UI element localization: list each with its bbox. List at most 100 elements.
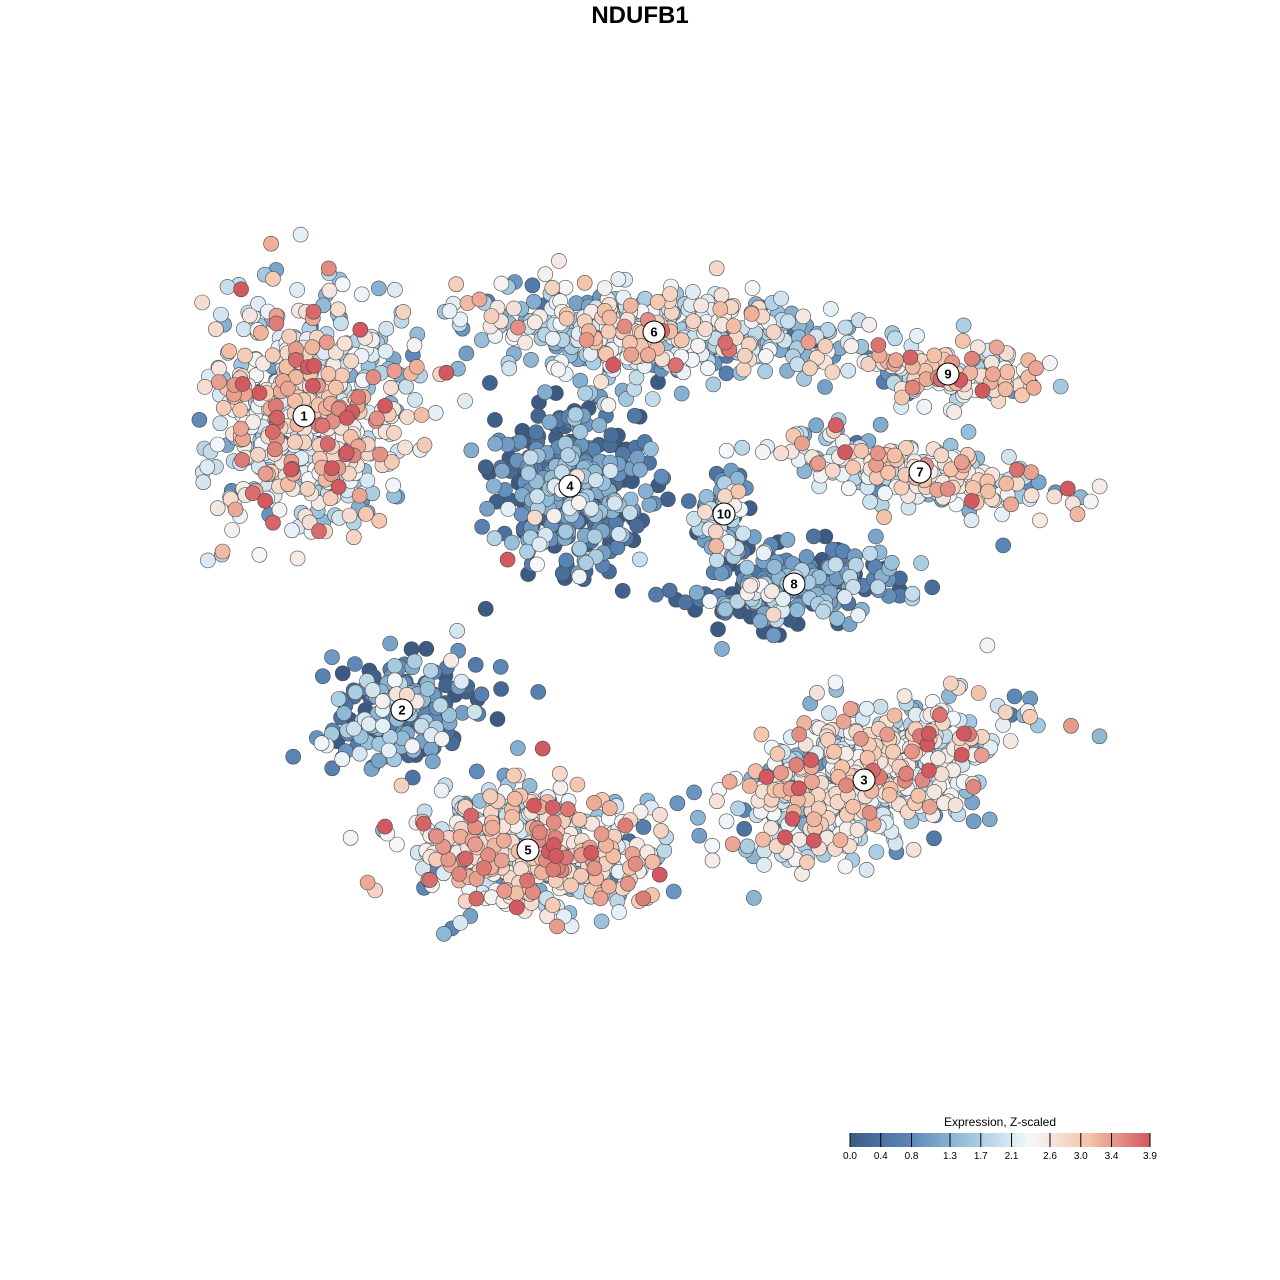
data-point — [712, 301, 729, 317]
data-point — [546, 508, 562, 524]
data-point — [209, 436, 226, 453]
data-point — [387, 281, 403, 298]
data-point — [545, 861, 562, 878]
data-point — [563, 877, 579, 894]
data-point — [541, 414, 558, 431]
data-point — [730, 800, 746, 817]
data-point — [876, 509, 892, 526]
cluster-label-text: 7 — [916, 465, 923, 480]
data-point — [766, 559, 783, 575]
data-point — [558, 310, 575, 327]
data-point — [283, 461, 299, 478]
data-point — [643, 441, 659, 457]
cluster-label-text: 8 — [790, 577, 797, 592]
data-point — [408, 359, 425, 375]
colorbar-tick-label: 3.4 — [1105, 1151, 1119, 1162]
data-point — [358, 506, 374, 522]
data-point — [468, 890, 485, 907]
data-point — [702, 593, 718, 609]
data-point — [530, 684, 547, 700]
data-point — [690, 337, 707, 354]
data-point — [709, 793, 725, 810]
colorbar-tick-label: 1.7 — [974, 1151, 988, 1162]
cluster-label-badge — [936, 362, 960, 386]
data-point — [321, 282, 338, 299]
data-point — [552, 779, 569, 796]
data-point — [970, 685, 987, 701]
data-point — [600, 323, 617, 340]
data-point — [413, 717, 430, 734]
data-point — [370, 280, 387, 297]
data-point — [537, 266, 554, 283]
data-point — [886, 447, 903, 464]
data-point — [304, 378, 321, 394]
data-point — [880, 464, 897, 481]
data-point — [212, 415, 229, 432]
data-point — [592, 890, 609, 907]
data-point — [524, 277, 541, 294]
data-point — [800, 334, 817, 351]
data-point — [482, 788, 499, 805]
data-point — [359, 874, 376, 891]
data-point — [924, 579, 941, 596]
data-point — [730, 483, 747, 500]
data-point — [810, 455, 827, 472]
data-point — [451, 866, 468, 882]
data-point — [829, 610, 845, 627]
data-point — [438, 364, 455, 381]
data-point — [1091, 728, 1108, 745]
data-point — [757, 363, 774, 380]
data-point — [601, 309, 618, 326]
data-point — [685, 313, 702, 330]
data-point — [995, 537, 1012, 554]
data-point — [285, 748, 302, 765]
data-point — [350, 389, 367, 405]
data-point — [718, 813, 735, 830]
data-point — [641, 497, 658, 513]
data-point — [799, 854, 815, 871]
data-point — [707, 523, 724, 540]
data-point — [963, 493, 980, 509]
data-point — [264, 424, 281, 440]
data-point — [586, 860, 603, 877]
data-point — [567, 406, 584, 423]
data-point — [754, 444, 771, 460]
data-point — [577, 385, 594, 402]
data-point — [827, 674, 844, 691]
data-point — [233, 420, 249, 437]
data-point — [817, 338, 834, 354]
data-point — [587, 472, 604, 489]
data-point — [828, 417, 844, 434]
data-point — [1002, 733, 1019, 749]
data-point — [544, 897, 561, 913]
data-point — [808, 417, 825, 434]
data-point — [684, 284, 701, 300]
data-point — [753, 726, 770, 743]
data-point — [245, 414, 261, 430]
data-point — [773, 445, 789, 462]
data-point — [765, 606, 782, 623]
data-point — [652, 806, 668, 823]
data-point — [473, 332, 490, 348]
data-point — [257, 465, 274, 482]
data-point — [877, 485, 893, 502]
data-point — [474, 518, 490, 535]
data-point — [981, 811, 998, 828]
cluster-label-text: 9 — [944, 367, 951, 382]
data-point — [265, 270, 281, 287]
data-point — [406, 653, 423, 670]
data-point — [955, 725, 972, 742]
data-point — [484, 819, 501, 836]
data-point — [622, 297, 639, 314]
data-point — [199, 459, 216, 475]
data-point — [370, 752, 387, 769]
data-point — [268, 315, 285, 332]
cluster-label-text: 5 — [524, 843, 531, 858]
data-point — [881, 787, 898, 803]
data-point — [389, 836, 405, 853]
data-point — [885, 743, 901, 760]
data-point — [822, 301, 839, 317]
data-point — [441, 707, 458, 723]
data-point — [870, 337, 887, 353]
data-point — [333, 315, 349, 332]
